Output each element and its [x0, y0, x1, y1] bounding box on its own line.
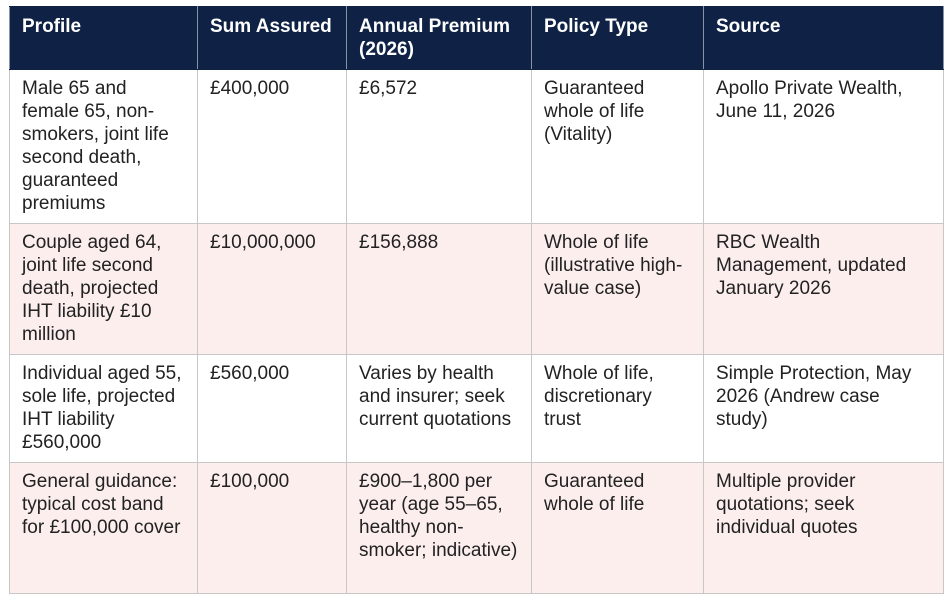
- cell-annual-premium: £900–1,800 per year (age 55–65, healthy …: [346, 462, 532, 594]
- table-row: Male 65 and female 65, non-smokers, join…: [9, 69, 944, 224]
- cell-policy-type: Guaranteed whole of life: [531, 462, 704, 594]
- cell-source: Multiple provider quotations; seek indiv…: [703, 462, 944, 594]
- cell-annual-premium: £156,888: [346, 223, 532, 355]
- column-header-sum-assured: Sum Assured: [197, 6, 347, 70]
- cell-profile: Male 65 and female 65, non-smokers, join…: [9, 69, 198, 224]
- premium-comparison-table: Profile Sum Assured Annual Premium (2026…: [9, 6, 944, 594]
- cell-policy-type: Whole of life (illustrative high-value c…: [531, 223, 704, 355]
- cell-source: Apollo Private Wealth, June 11, 2026: [703, 69, 944, 224]
- cell-source: Simple Protection, May 2026 (Andrew case…: [703, 354, 944, 463]
- cell-policy-type: Guaranteed whole of life (Vitality): [531, 69, 704, 224]
- cell-sum-assured: £560,000: [197, 354, 347, 463]
- table-header-row: Profile Sum Assured Annual Premium (2026…: [9, 6, 944, 70]
- cell-annual-premium: £6,572: [346, 69, 532, 224]
- column-header-annual-premium: Annual Premium (2026): [346, 6, 532, 70]
- table-row: General guidance: typical cost band for …: [9, 462, 944, 594]
- table-row: Individual aged 55, sole life, projected…: [9, 354, 944, 463]
- cell-sum-assured: £100,000: [197, 462, 347, 594]
- table-row: Couple aged 64, joint life second death,…: [9, 223, 944, 355]
- column-header-profile: Profile: [9, 6, 198, 70]
- cell-profile: Individual aged 55, sole life, projected…: [9, 354, 198, 463]
- column-header-source: Source: [703, 6, 944, 70]
- column-header-policy-type: Policy Type: [531, 6, 704, 70]
- cell-profile: General guidance: typical cost band for …: [9, 462, 198, 594]
- cell-sum-assured: £10,000,000: [197, 223, 347, 355]
- cell-profile: Couple aged 64, joint life second death,…: [9, 223, 198, 355]
- cell-annual-premium: Varies by health and insurer; seek curre…: [346, 354, 532, 463]
- cell-policy-type: Whole of life, discretionary trust: [531, 354, 704, 463]
- cell-source: RBC Wealth Management, updated January 2…: [703, 223, 944, 355]
- cell-sum-assured: £400,000: [197, 69, 347, 224]
